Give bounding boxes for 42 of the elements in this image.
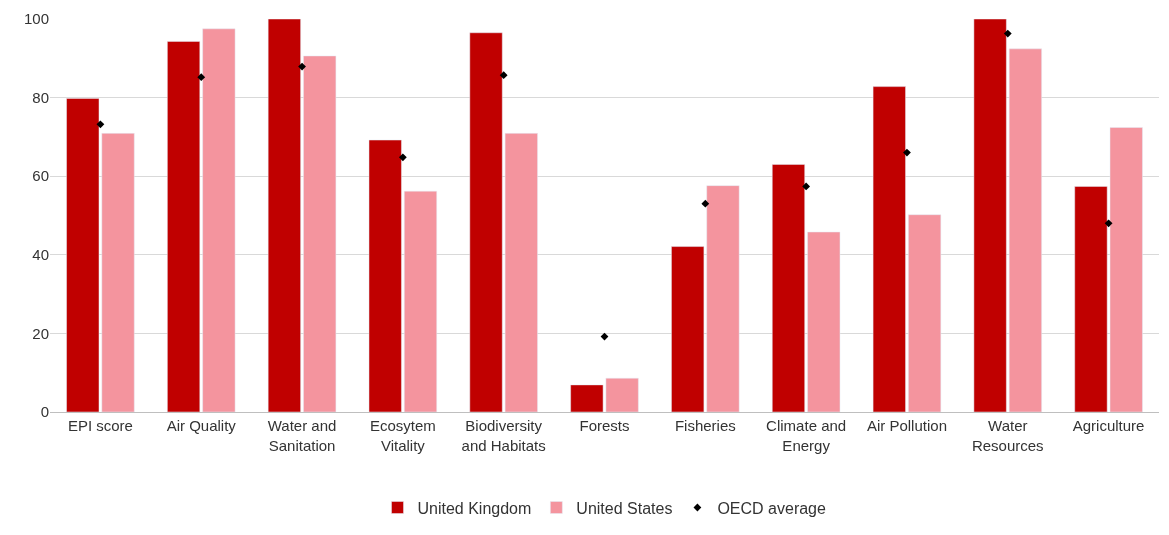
bar: [267, 19, 301, 412]
x-tick-label: Climate and Energy: [766, 417, 847, 454]
x-tick-label: Fisheries: [674, 417, 736, 434]
y-tick-label: 0: [40, 403, 49, 421]
point: [197, 73, 206, 82]
point: [398, 153, 407, 162]
point: [1003, 29, 1012, 38]
x-tick-label: EPI score: [67, 417, 133, 434]
bar: [167, 41, 201, 412]
x-tick-label: Air Pollution: [866, 417, 947, 434]
point: [96, 120, 105, 129]
point: [802, 182, 811, 191]
point: [1104, 219, 1113, 228]
point: [701, 199, 710, 208]
bar: [202, 28, 236, 412]
bar: [807, 231, 841, 412]
y-tick-label: 100: [23, 10, 49, 28]
y-tick-label: 40: [32, 246, 49, 264]
legend-label: United Kingdom: [417, 499, 532, 517]
x-tick-label: Air Quality: [166, 417, 237, 434]
point: [298, 62, 306, 71]
bar: [303, 55, 337, 412]
bar: [1008, 48, 1042, 412]
point: [903, 148, 911, 157]
x-tick-label: Agriculture: [1072, 417, 1145, 434]
bar: [404, 190, 437, 412]
point: [499, 71, 508, 80]
bar: [908, 214, 942, 412]
x-tick-label: Forests: [579, 417, 630, 434]
legend-label: OECD average: [717, 499, 826, 517]
x-tick-label: Ecosytem Vitality: [369, 417, 436, 454]
x-tick-label: Water and Sanitation: [267, 417, 337, 454]
y-tick-label: 80: [32, 88, 49, 106]
bar: [872, 86, 906, 412]
x-tick-label: Water Resources: [971, 417, 1044, 454]
y-tick-label: 60: [32, 167, 49, 185]
bar: [772, 164, 805, 412]
bar: [973, 19, 1007, 412]
x-tick-label: Biodiversity and Habitats: [461, 417, 546, 454]
bar: [368, 139, 402, 412]
legend-label: United States: [576, 499, 673, 517]
y-tick-label: 20: [32, 324, 49, 342]
